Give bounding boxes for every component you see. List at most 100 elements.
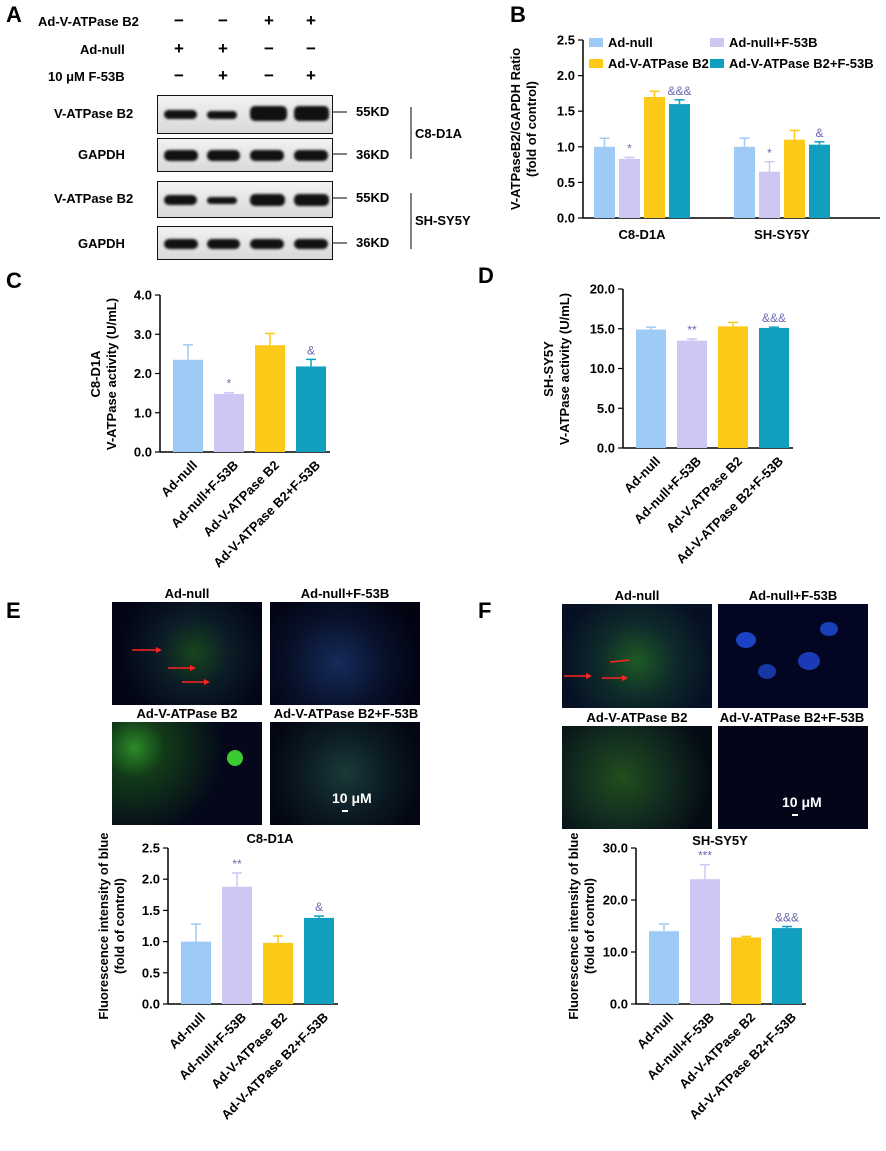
bar [255,345,285,452]
x-tick-label: SH-SY5Y [754,227,810,242]
bar [296,366,326,452]
y-tick-label: 15.0 [590,321,615,336]
y-axis-label: (fold of control) [524,81,539,177]
blot-label: GAPDH [78,147,125,162]
bar [718,326,748,448]
blot-strip [157,181,333,218]
micrograph-image: 10 μM [270,722,420,825]
y-tick-label: 2.0 [142,872,160,887]
micrograph-image [270,602,420,705]
image-title: Ad-V-ATPase B2 [586,710,688,725]
y-tick-label: 2.5 [557,33,575,48]
significance-label: &&& [775,911,799,925]
legend-swatch [710,38,724,47]
panel-label-f: F [478,598,492,623]
panel-label-b: B [510,2,526,27]
image-title: Ad-V-ATPase B2 [136,706,238,721]
y-tick-label: 20.0 [590,282,615,297]
y-tick-label: 3.0 [134,327,152,342]
bar [636,329,666,448]
treatment-sign: + [264,11,274,30]
significance-label: &&& [762,311,786,325]
bar [263,942,293,1004]
panel-label-d: D [478,263,494,288]
treatment-sign: − [264,39,274,58]
y-tick-label: 0.0 [597,441,615,456]
y-tick-label: 5.0 [597,401,615,416]
bar [809,144,830,218]
y-axis-label: Fluorescence intensity of blue [566,832,581,1019]
treatment-sign: − [174,66,184,85]
y-axis-label: V-ATPase activity (U/mL) [104,298,119,450]
y-tick-label: 10.0 [590,361,615,376]
blot-strip [157,95,333,134]
y-tick-label: 0.0 [610,997,628,1012]
image-title: Ad-null+F-53B [748,588,838,603]
treatment-sign: − [218,11,228,30]
y-axis-label: V-ATPase activity (U/mL) [557,293,572,445]
cell-line-label: C8-D1A [246,831,294,846]
micrograph-image [112,602,262,705]
bar [222,886,252,1004]
y-tick-label: 1.5 [557,104,575,119]
image-title: Ad-V-ATPase B2+F-53B [273,706,419,721]
y-tick-label: 0.0 [142,997,160,1012]
treatment-sign: + [218,66,228,85]
y-tick-label: 10.0 [603,945,628,960]
treatment-sign: + [306,66,316,85]
blot-strip [157,138,333,172]
y-tick-label: 1.0 [134,405,152,420]
micrograph-image [562,726,712,829]
treatment-sign: − [174,11,184,30]
y-axis-label: (fold of control) [582,878,597,974]
bar [690,879,720,1004]
significance-label: ** [687,323,697,337]
panel-label-c: C [6,268,22,293]
scale-bar-label: 10 μM [782,794,822,810]
bar [594,146,615,218]
y-tick-label: 20.0 [603,893,628,908]
bar [173,359,203,452]
legend-label: Ad-null [608,35,653,50]
y-tick-label: 1.5 [142,903,160,918]
scale-bar-label: 10 μM [332,790,372,806]
micrograph-image [112,722,262,825]
treatment-sign: + [306,11,316,30]
treatment-sign: − [264,66,274,85]
significance-label: ** [232,857,242,871]
kd-markers [333,107,412,249]
y-axis-label: Fluorescence intensity of blue [96,832,111,1019]
y-tick-label: 1.0 [142,934,160,949]
legend-swatch [710,59,724,68]
x-tick-label: Ad-V-ATPase B2 [663,454,745,536]
kd-label: 36KD [356,235,390,250]
image-title: Ad-null [614,588,660,603]
legend-swatch [589,59,603,68]
bar [649,931,679,1004]
y-tick-label: 2.5 [142,841,160,856]
bar [181,941,211,1004]
y-tick-label: 0.5 [557,175,575,190]
x-tick-label: C8-D1A [619,227,667,242]
treatment-sign: + [218,39,228,58]
y-tick-label: 30.0 [603,841,628,856]
blot-label: GAPDH [78,236,125,251]
significance-label: * [227,377,232,391]
x-tick-label: Ad-V-ATPase B2 [208,1010,290,1092]
bar [759,171,780,218]
bar [214,393,244,452]
micrograph-image [718,604,868,708]
treatment-sign: − [306,39,316,58]
y-axis-label: SH-SY5Y [541,341,556,397]
y-tick-label: 0.0 [557,211,575,226]
panel-label-a: A [6,2,22,27]
significance-label: * [767,146,772,160]
cell-line-label: C8-D1A [415,126,462,141]
image-title: Ad-null+F-53B [300,586,390,601]
significance-label: & [315,900,323,914]
treatment-label: 10 μM F-53B [48,69,125,84]
bar [734,146,755,218]
y-tick-label: 2.0 [557,68,575,83]
kd-label: 55KD [356,104,390,119]
bar [669,104,690,218]
